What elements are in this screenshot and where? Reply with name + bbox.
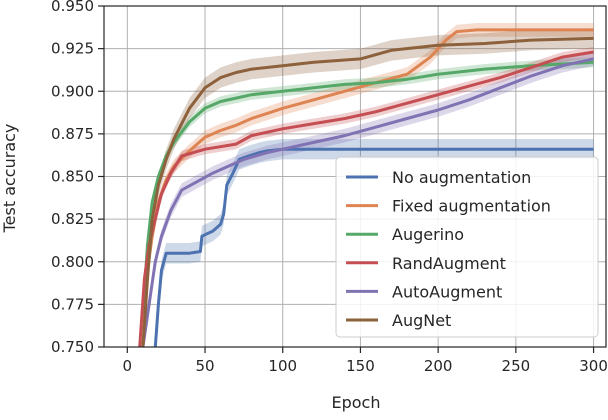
y-tick-label: 0.875 bbox=[51, 125, 94, 143]
series-band-1 bbox=[142, 23, 594, 347]
legend: No augmentation Fixed augmentation Augerin… bbox=[335, 156, 599, 338]
y-tick-label: 0.800 bbox=[51, 253, 94, 271]
legend-label-3: RandAugment bbox=[392, 254, 506, 273]
y-tick-label: 0.775 bbox=[51, 295, 94, 313]
x-tick-label: 300 bbox=[579, 357, 608, 375]
series-line-3 bbox=[138, 50, 594, 347]
y-tick-label: 0.825 bbox=[51, 210, 94, 228]
x-tick-label: 0 bbox=[123, 357, 133, 375]
legend-label-1: Fixed augmentation bbox=[392, 197, 551, 216]
legend-box bbox=[335, 156, 599, 338]
x-axis-label: Epoch bbox=[332, 393, 381, 412]
series-line-5 bbox=[141, 36, 594, 347]
series-line-2 bbox=[141, 60, 594, 314]
legend-label-0: No augmentation bbox=[392, 168, 531, 187]
series-line-0 bbox=[153, 147, 594, 347]
x-tick-label: 50 bbox=[195, 357, 214, 375]
series-line-4 bbox=[141, 57, 594, 347]
legend-label-2: Augerino bbox=[392, 225, 464, 244]
y-tick-label: 0.750 bbox=[51, 338, 94, 356]
x-tick-label: 250 bbox=[502, 357, 531, 375]
y-tick-label: 0.925 bbox=[51, 40, 94, 58]
y-tick-label: 0.900 bbox=[51, 82, 94, 100]
x-tick-label: 150 bbox=[346, 357, 375, 375]
x-tick-label: 200 bbox=[424, 357, 453, 375]
legend-label-4: AutoAugment bbox=[392, 282, 502, 301]
y-axis-label: Test accuracy bbox=[0, 124, 19, 234]
x-tick-label: 100 bbox=[268, 357, 297, 375]
y-tick-label: 0.950 bbox=[51, 0, 94, 15]
legend-label-5: AugNet bbox=[392, 311, 451, 330]
y-tick-label: 0.850 bbox=[51, 168, 94, 186]
